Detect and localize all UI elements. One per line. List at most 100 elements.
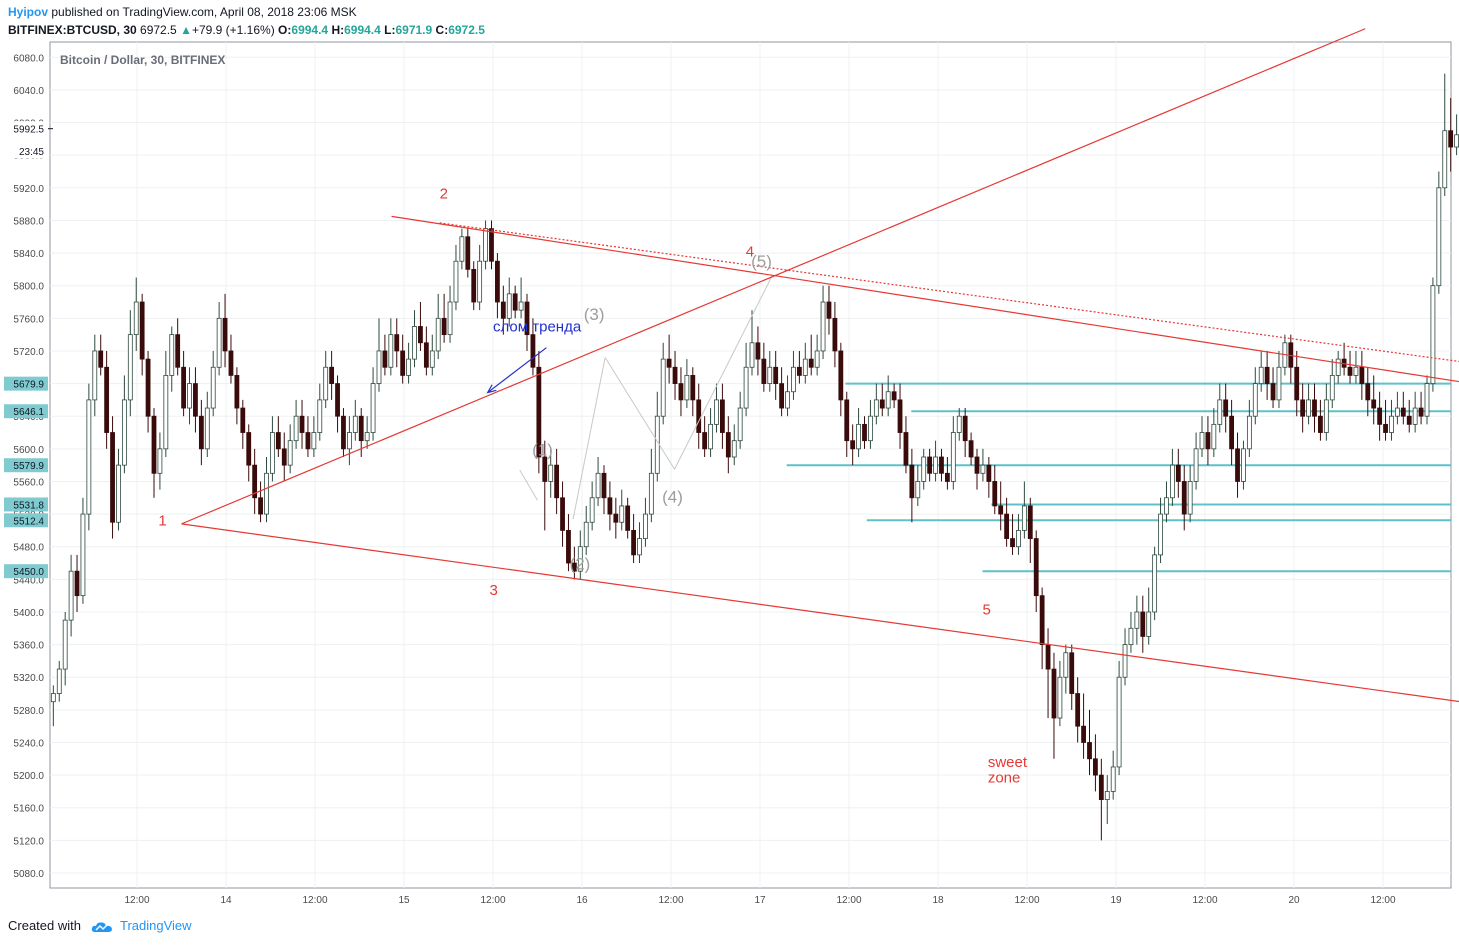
- annotation-label[interactable]: (5): [751, 252, 772, 271]
- candle-up: [216, 302, 222, 376]
- candle-up: [737, 391, 743, 449]
- trend-line-upper-dotted[interactable]: [439, 222, 1459, 363]
- published-info: published on TradingView.com, April 08, …: [48, 5, 357, 19]
- candle-up: [121, 375, 127, 474]
- candle-body: [791, 366, 796, 393]
- candle-body: [678, 383, 684, 401]
- annotation-label[interactable]: 2: [440, 185, 448, 202]
- candle-up: [376, 318, 382, 392]
- candle-down: [1365, 367, 1371, 417]
- candle-body: [773, 366, 779, 384]
- candle-up: [1164, 481, 1169, 523]
- candle-up: [749, 310, 755, 376]
- x-tick-label: 16: [576, 895, 588, 906]
- candle-body: [560, 497, 565, 531]
- candle-down: [500, 285, 506, 335]
- candle-body: [317, 399, 323, 433]
- annotation-label[interactable]: (4): [662, 488, 683, 507]
- tradingview-link[interactable]: TradingView: [120, 918, 192, 933]
- candle-body: [1169, 464, 1175, 499]
- candle-down: [281, 432, 287, 482]
- candle-body: [755, 342, 761, 360]
- author-link[interactable]: Hyipov: [8, 5, 49, 19]
- candle-body: [376, 350, 382, 384]
- candle-up: [68, 554, 74, 637]
- open-value: 6994.4: [291, 23, 329, 37]
- candle-up: [1134, 595, 1140, 645]
- candle-body: [998, 505, 1004, 515]
- candle-down: [1087, 709, 1092, 776]
- candle-body: [725, 432, 731, 458]
- candle-body: [737, 407, 743, 442]
- wave-lines[interactable]: [519, 274, 773, 520]
- candle-body: [1152, 554, 1158, 613]
- annotation-label[interactable]: (2): [570, 555, 591, 574]
- y-tick-label: 5320.0: [13, 673, 44, 684]
- candle-body: [1211, 423, 1217, 450]
- x-axis[interactable]: 12:00 14 12:00 15 12:00 16 12:00 17 12:00 18 12:00…: [124, 895, 1395, 906]
- annotation-label[interactable]: zone: [988, 769, 1021, 786]
- candle-down: [826, 285, 832, 335]
- candle-body: [660, 358, 666, 417]
- candle-body: [382, 350, 388, 368]
- candle-down: [1448, 98, 1454, 172]
- annotation-label[interactable]: (1): [532, 440, 553, 459]
- trend-line-upper-resistance[interactable]: [391, 215, 1459, 383]
- candle-body: [1128, 627, 1134, 646]
- candle-up: [643, 497, 648, 547]
- candle-down: [796, 350, 802, 384]
- trend-break-arrow[interactable]: [486, 347, 547, 394]
- candle-body: [708, 423, 713, 450]
- candle-down: [542, 440, 548, 531]
- candle-body: [1335, 358, 1341, 376]
- candle-down: [554, 448, 560, 515]
- annotation-label[interactable]: sweet: [988, 754, 1028, 771]
- candle-body: [216, 317, 222, 368]
- candle-body: [264, 472, 269, 515]
- y-tick-label: 5560.0: [13, 477, 44, 488]
- annotation-label[interactable]: 5: [983, 601, 991, 618]
- trend-line-rising-trend[interactable]: [181, 28, 1366, 525]
- candle-body: [643, 513, 648, 539]
- candle-body: [116, 464, 121, 523]
- candle-body: [666, 358, 672, 368]
- candle-down: [1312, 383, 1317, 433]
- wave-line[interactable]: [674, 274, 773, 470]
- candle-down: [1229, 399, 1235, 466]
- trend-line-lower-support[interactable]: [181, 523, 1459, 703]
- x-tick-label: 12:00: [836, 895, 861, 906]
- annotation-label[interactable]: 3: [489, 582, 497, 599]
- candle-down: [258, 481, 263, 523]
- wave-line[interactable]: [572, 357, 606, 520]
- candle-body: [1258, 366, 1264, 384]
- arrow-head-icon: [486, 384, 497, 394]
- candle-body: [110, 432, 115, 523]
- annotation-label[interactable]: 1: [158, 513, 166, 530]
- candle-down: [299, 399, 305, 449]
- candle-up: [548, 448, 554, 498]
- annotation-label[interactable]: (3): [584, 305, 605, 324]
- annotation-label[interactable]: слом тренда: [493, 318, 582, 335]
- candle-up: [1394, 391, 1400, 425]
- candle-body: [127, 334, 133, 401]
- candle-down: [1010, 514, 1015, 555]
- candle-down: [1075, 677, 1081, 743]
- annotation-label[interactable]: 4: [746, 243, 754, 260]
- candle-up: [92, 334, 98, 417]
- trend-lines[interactable]: [181, 28, 1459, 704]
- x-tick-label: 19: [1110, 895, 1122, 906]
- candle-body: [1294, 366, 1300, 401]
- candle-body: [1359, 366, 1365, 384]
- candle-body: [566, 530, 571, 564]
- candle-body: [240, 407, 246, 433]
- candle-body: [234, 375, 240, 409]
- price-tag-bg: [4, 404, 48, 419]
- wave-line[interactable]: [519, 469, 538, 501]
- x-tick-label: 12:00: [1370, 895, 1395, 906]
- candles: [50, 73, 1459, 841]
- candle-down: [145, 350, 151, 433]
- candle-body: [571, 562, 577, 572]
- wave-line[interactable]: [604, 357, 675, 470]
